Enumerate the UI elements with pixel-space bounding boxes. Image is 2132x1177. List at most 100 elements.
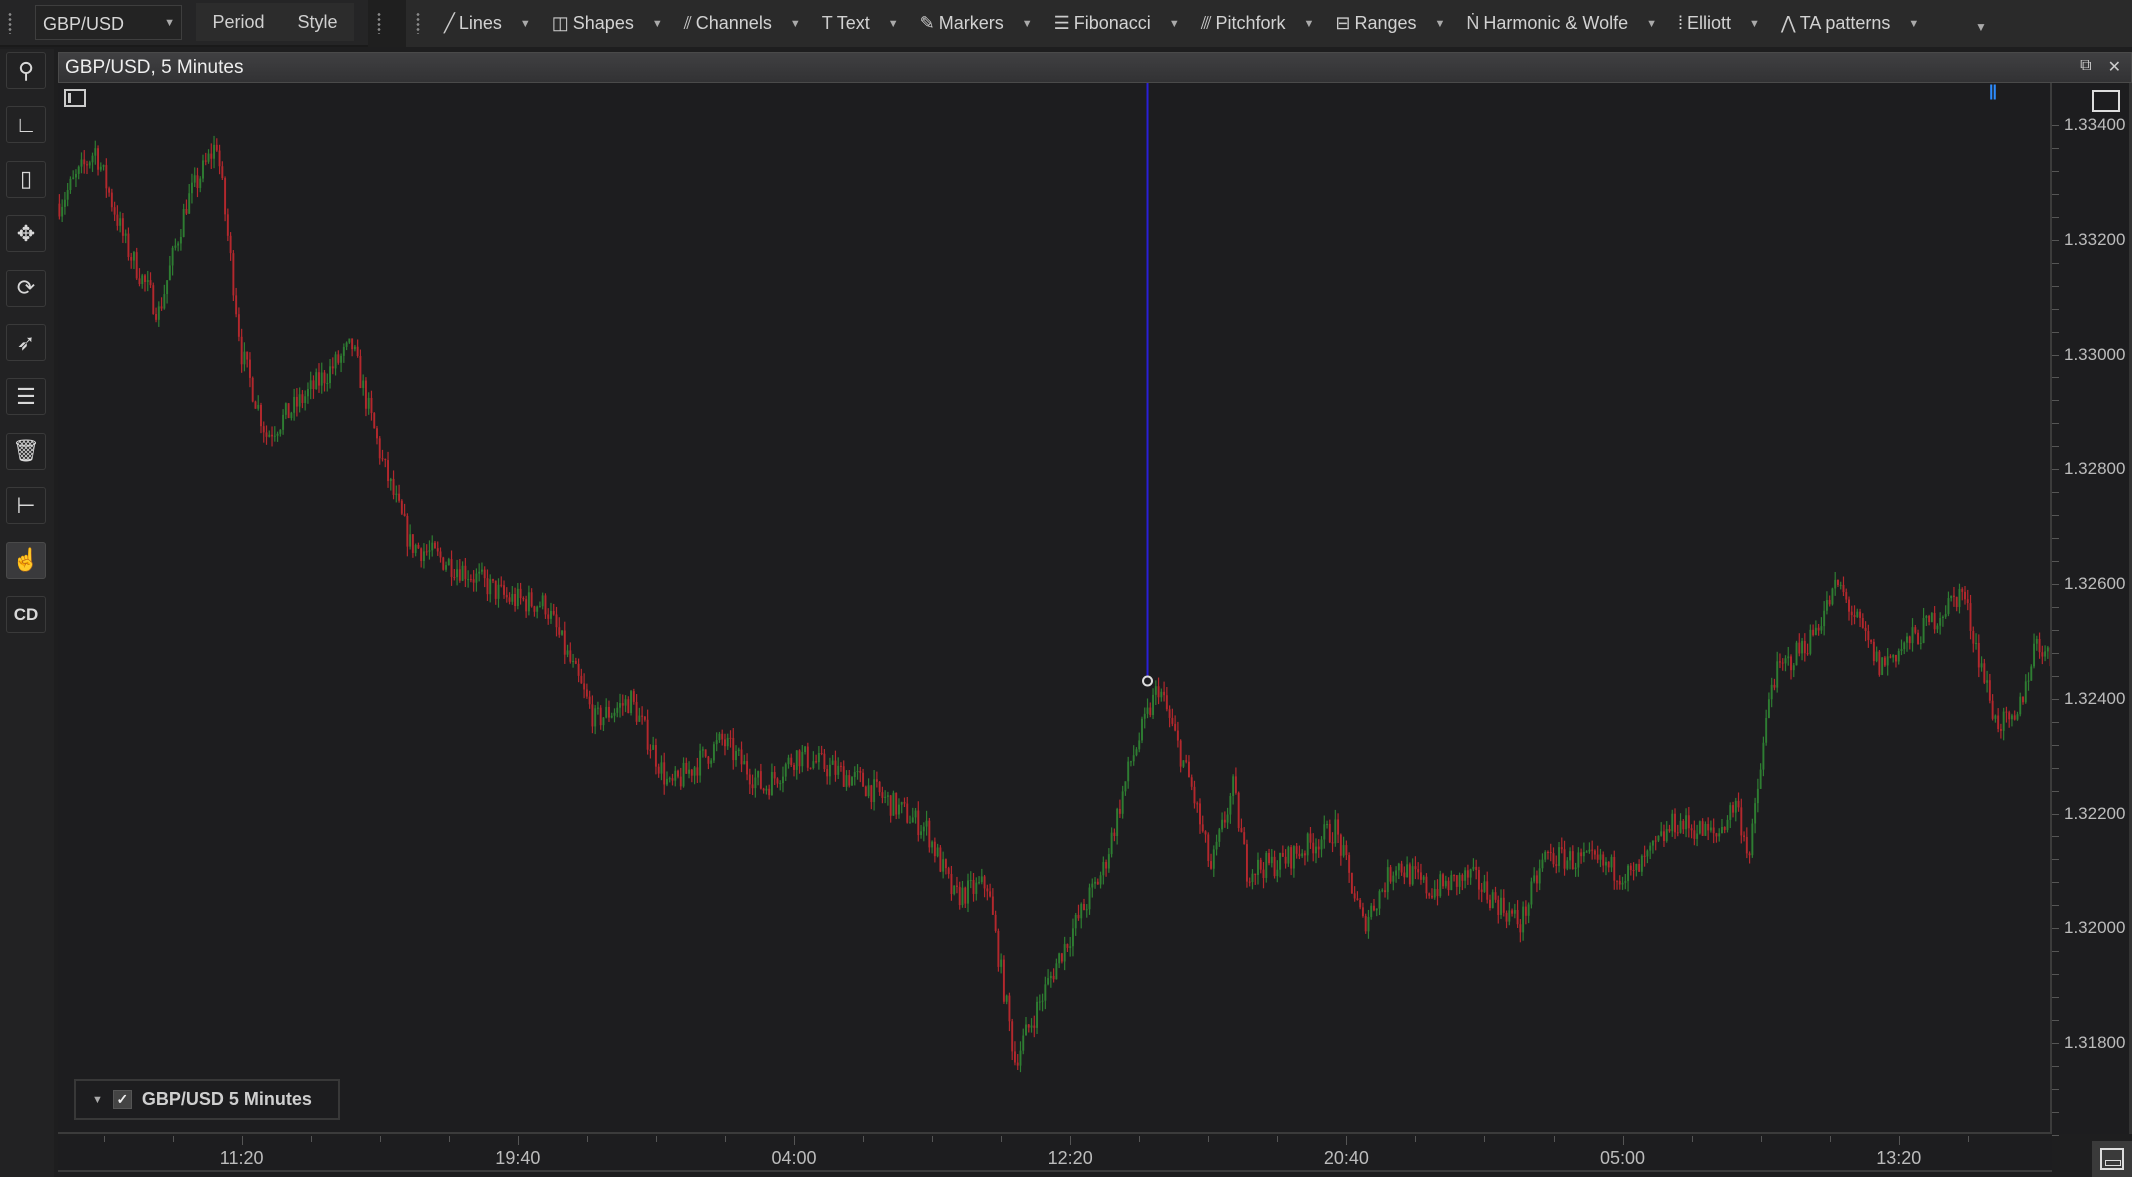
candle: [127, 233, 130, 257]
candle: [964, 887, 967, 904]
candle: [933, 841, 936, 857]
detach-icon[interactable]: ⧉: [2080, 57, 2092, 74]
refresh-button[interactable]: ⟳: [6, 269, 46, 307]
candle: [817, 753, 820, 763]
candle: [1223, 819, 1226, 823]
layout-toggle-button[interactable]: [2092, 1141, 2132, 1177]
candle: [1792, 665, 1795, 671]
candle: [1055, 963, 1058, 980]
volume-profile-icon: ⊢: [16, 492, 36, 518]
candle: [1273, 856, 1276, 877]
chevron-down-icon[interactable]: ▼: [1168, 17, 1180, 30]
candle: [337, 354, 340, 363]
candle: [1265, 852, 1268, 878]
ranges-icon: ⊟: [1335, 13, 1351, 33]
candle: [757, 771, 760, 778]
candle: [944, 859, 947, 869]
tool-elliott[interactable]: ⁞ Elliott ▼: [1678, 13, 1760, 34]
chevron-down-icon[interactable]: ▼: [1749, 17, 1760, 30]
chevron-down-icon[interactable]: ▼: [1021, 17, 1033, 30]
candle: [144, 275, 146, 283]
price-axis[interactable]: 1.33400 1.33200 1.33000 1.32800 1.32600 1.324…: [2052, 83, 2132, 1136]
candle: [740, 749, 743, 765]
chevron-down-icon[interactable]: ▼: [1646, 17, 1657, 30]
scale-mode-icon[interactable]: [2092, 90, 2120, 112]
symbol-select[interactable]: GBP/USD ▼: [35, 5, 182, 40]
tool-lines[interactable]: ╱ Lines ▼: [444, 13, 531, 34]
candle: [1204, 831, 1207, 835]
chevron-down-icon[interactable]: ▼: [1434, 17, 1446, 30]
vertical-line-handle[interactable]: [1142, 675, 1154, 687]
price-tick: [2052, 675, 2059, 677]
tool-fibonacci[interactable]: ☰ Fibonacci ▼: [1054, 13, 1180, 34]
toolbar-grip-icon[interactable]: [8, 12, 12, 34]
volume-profile-button[interactable]: ⊢: [6, 487, 46, 525]
candle: [1723, 826, 1726, 830]
style-button[interactable]: Style: [297, 11, 338, 32]
trash-button[interactable]: 🗑: [6, 432, 46, 470]
tool-text[interactable]: T Text ▼: [822, 13, 899, 34]
candle: [483, 569, 486, 579]
time-tick: [1484, 1136, 1486, 1142]
series-visibility-checkbox[interactable]: ✓: [112, 1090, 132, 1109]
zoom-button[interactable]: ⚲: [6, 52, 46, 89]
pane-toggle-icon[interactable]: [64, 89, 86, 107]
tool-pitchfork[interactable]: ⫻ Pitchfork ▼: [1201, 13, 1315, 34]
candle: [384, 459, 387, 461]
candle: [414, 545, 417, 553]
price-tick: [2052, 170, 2059, 172]
candle: [746, 761, 749, 775]
layers-button[interactable]: ☰: [6, 378, 46, 416]
candle: [1825, 600, 1828, 611]
candle: [837, 765, 840, 775]
candle: [334, 354, 337, 369]
candle: [627, 699, 630, 714]
chevron-down-icon[interactable]: ▼: [887, 17, 899, 30]
tool-markers[interactable]: ✎ Markers ▼: [920, 13, 1033, 34]
tool-channels[interactable]: ⫽ Channels ▼: [684, 13, 801, 34]
pause-icon[interactable]: ||: [1989, 83, 1997, 100]
time-tick: [1277, 1136, 1279, 1142]
chevron-down-icon[interactable]: ▼: [651, 17, 663, 30]
candle: [207, 153, 210, 162]
candle: [1298, 853, 1301, 857]
candle: [1944, 614, 1947, 617]
chart-plot-area[interactable]: || ▼ ✓ GBP/USD 5 Minutes: [58, 83, 2052, 1134]
period-button[interactable]: Period: [212, 11, 265, 32]
tool-harmonic-wolfe[interactable]: Ṅ Harmonic & Wolfe ▼: [1466, 13, 1657, 34]
chevron-down-icon[interactable]: ▼: [1908, 17, 1920, 30]
candle: [1143, 713, 1146, 719]
cursor-button[interactable]: ➶: [6, 324, 46, 361]
toolbar-grip-icon[interactable]: [377, 12, 381, 34]
candle: [1312, 842, 1315, 854]
pan-button[interactable]: ✥: [6, 215, 46, 253]
time-tick: [310, 1136, 312, 1142]
toolbar-grip-icon[interactable]: [416, 12, 420, 34]
overflow-menu-icon[interactable]: ▼: [1975, 20, 1987, 34]
candle: [737, 749, 740, 751]
close-icon[interactable]: ✕: [2107, 59, 2121, 76]
tool-shapes[interactable]: ◫ Shapes ▼: [552, 13, 663, 34]
mouse-scroll-button[interactable]: ▯: [6, 160, 46, 198]
candle: [1654, 840, 1657, 842]
one-click-trading-button[interactable]: ☝: [6, 541, 46, 579]
candle: [1527, 904, 1530, 916]
cd-button[interactable]: CD: [6, 596, 46, 633]
candle: [1696, 833, 1699, 839]
candle: [2033, 643, 2036, 667]
axis-scale-button[interactable]: ∟: [6, 106, 46, 144]
tool-ta-patterns[interactable]: ⋀ TA patterns ▼: [1781, 13, 1919, 34]
chevron-down-icon[interactable]: ▼: [1303, 17, 1315, 30]
candle: [1118, 808, 1121, 814]
series-legend[interactable]: ▼ ✓ GBP/USD 5 Minutes: [74, 1079, 340, 1120]
tool-ranges[interactable]: ⊟ Ranges ▼: [1335, 13, 1445, 34]
candle: [1279, 852, 1282, 870]
candle: [1002, 959, 1005, 1002]
time-axis[interactable]: 11:20 19:40 04:00 12:20 20:40 05:00 13:20: [58, 1136, 2052, 1172]
candle: [1939, 618, 1942, 626]
chevron-down-icon[interactable]: ▼: [789, 17, 801, 30]
collapse-caret-icon[interactable]: ▼: [92, 1093, 103, 1106]
tool-label: Pitchfork: [1215, 13, 1286, 33]
chevron-down-icon[interactable]: ▼: [519, 17, 531, 30]
candle: [447, 559, 450, 566]
